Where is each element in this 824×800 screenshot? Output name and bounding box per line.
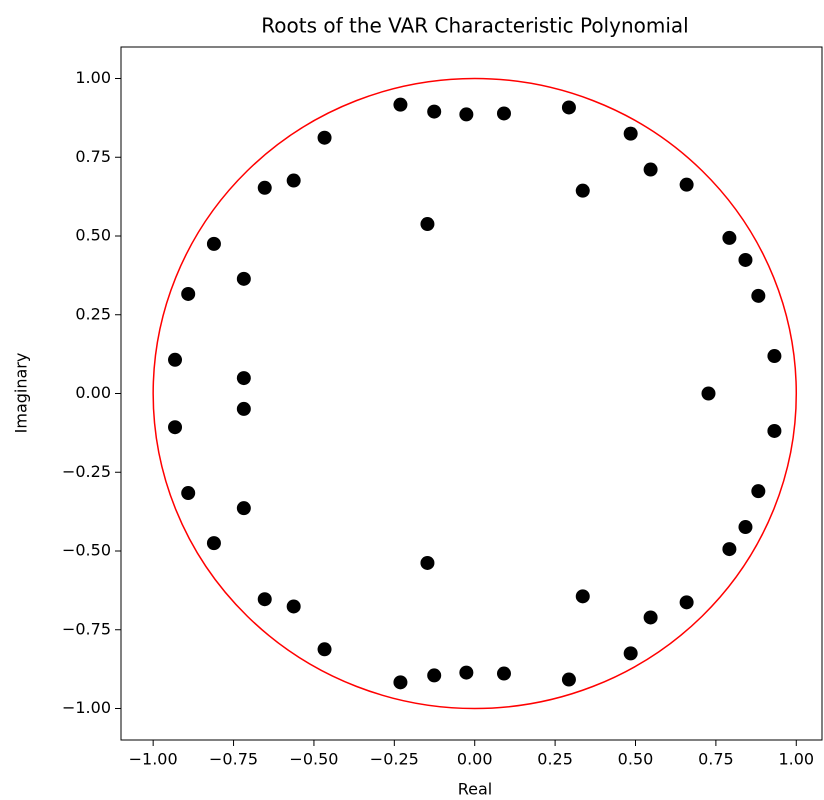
root-point <box>738 520 753 535</box>
root-point <box>236 401 251 416</box>
root-point <box>679 595 694 610</box>
root-point <box>236 271 251 286</box>
root-point <box>181 286 196 301</box>
root-point <box>393 675 408 690</box>
root-point <box>459 665 474 680</box>
root-point <box>317 642 332 657</box>
root-point <box>257 180 272 195</box>
x-axis-label: Real <box>458 780 493 799</box>
y-tick-label: 0.25 <box>75 304 111 323</box>
root-point <box>236 501 251 516</box>
root-point <box>575 589 590 604</box>
x-tick-label: 0.25 <box>537 750 573 769</box>
root-point <box>767 349 782 364</box>
root-point <box>317 130 332 145</box>
root-point <box>751 484 766 499</box>
root-point <box>427 668 442 683</box>
x-tick-label: −1.00 <box>129 750 178 769</box>
x-tick-label: 1.00 <box>778 750 814 769</box>
root-point <box>623 126 638 141</box>
root-point <box>767 423 782 438</box>
chart-title: Roots of the VAR Characteristic Polynomi… <box>261 14 688 38</box>
root-point <box>459 107 474 122</box>
x-tick-label: −0.50 <box>289 750 338 769</box>
root-point <box>427 104 442 119</box>
root-point <box>623 646 638 661</box>
root-point <box>168 352 183 367</box>
y-tick-label: 0.75 <box>75 147 111 166</box>
x-tick-label: 0.00 <box>457 750 493 769</box>
root-point <box>181 486 196 501</box>
root-point <box>738 252 753 267</box>
root-point <box>722 230 737 245</box>
y-axis-label: Imaginary <box>12 353 31 434</box>
x-tick-label: −0.75 <box>209 750 258 769</box>
y-tick-label: −0.75 <box>62 619 111 638</box>
root-point <box>496 106 511 121</box>
root-point <box>286 599 301 614</box>
root-point <box>643 610 658 625</box>
y-tick-label: 0.50 <box>75 226 111 245</box>
root-point <box>701 386 716 401</box>
root-point <box>679 177 694 192</box>
y-tick-label: 0.00 <box>75 383 111 402</box>
y-tick-label: −1.00 <box>62 698 111 717</box>
root-point <box>236 371 251 386</box>
root-point <box>420 217 435 232</box>
root-point <box>206 236 221 251</box>
root-point <box>722 542 737 557</box>
root-point <box>393 97 408 112</box>
root-point <box>561 100 576 115</box>
plot-frame <box>120 46 823 741</box>
root-point <box>496 666 511 681</box>
root-point <box>561 672 576 687</box>
x-tick-label: −0.25 <box>370 750 419 769</box>
root-point <box>206 536 221 551</box>
x-tick-label: 0.75 <box>698 750 734 769</box>
root-point <box>643 162 658 177</box>
root-point <box>575 183 590 198</box>
y-tick-label: −0.50 <box>62 541 111 560</box>
x-tick-label: 0.50 <box>618 750 654 769</box>
root-point <box>751 288 766 303</box>
root-point <box>420 555 435 570</box>
y-tick-label: 1.00 <box>75 68 111 87</box>
root-point <box>257 592 272 607</box>
y-tick-label: −0.25 <box>62 462 111 481</box>
root-point <box>168 420 183 435</box>
unit-circle <box>152 77 798 710</box>
root-point <box>286 173 301 188</box>
